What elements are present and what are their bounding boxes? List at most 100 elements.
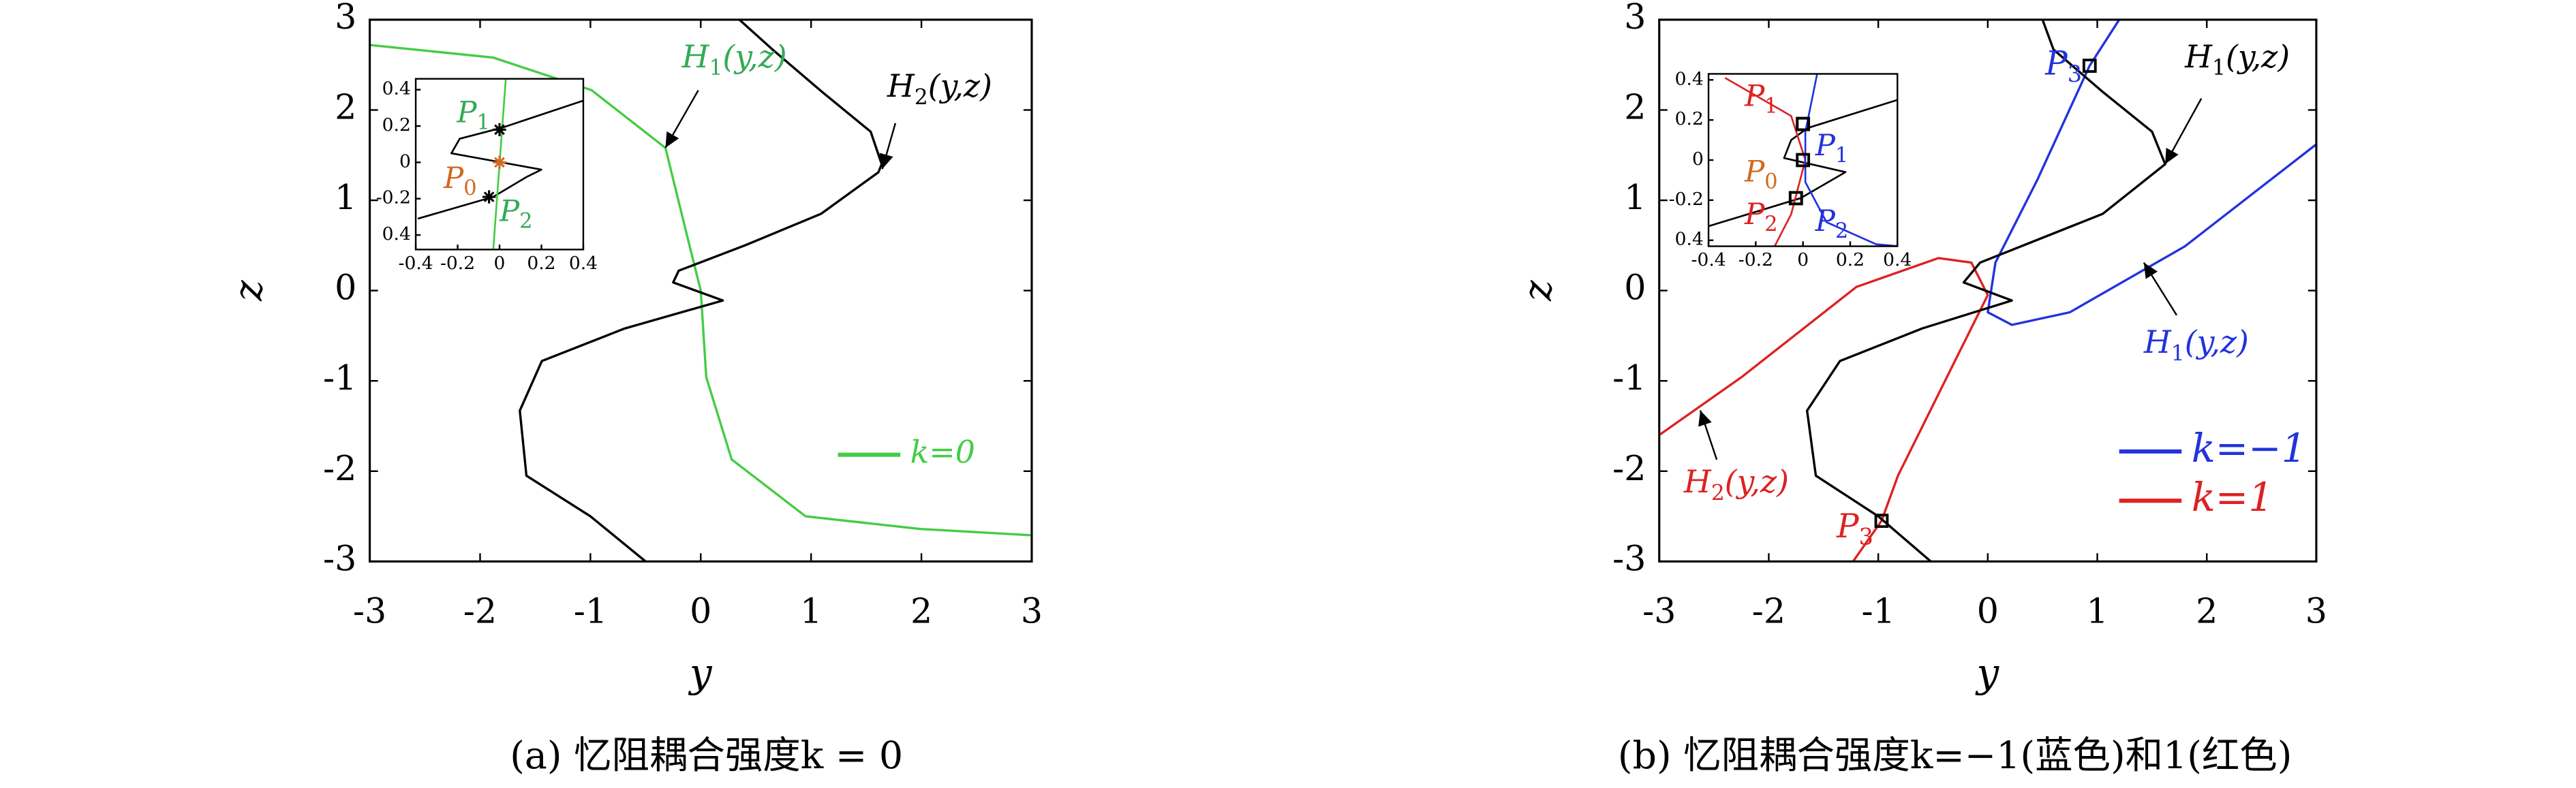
y-tick-label: -2 xyxy=(323,448,356,488)
plot-frame xyxy=(369,18,1033,563)
text-part: (y,z) xyxy=(2185,324,2249,360)
arrow-head xyxy=(665,131,679,148)
curve xyxy=(1659,257,1989,562)
y-tick-label: 3 xyxy=(335,0,356,37)
point-label: P2 xyxy=(1744,198,1778,236)
x-tick-label: 3 xyxy=(2305,590,2327,631)
point-label: P2 xyxy=(1815,204,1849,243)
x-tick-label: -2 xyxy=(463,590,497,631)
text-part: 2 xyxy=(1764,212,1777,236)
inset-x-tick-label: 0.4 xyxy=(1883,249,1912,270)
arrow-head xyxy=(879,153,893,170)
inset-x-tick-label: -0.4 xyxy=(1691,249,1726,270)
text-part: P xyxy=(1815,129,1836,163)
text-part: P xyxy=(443,161,464,195)
x-axis-label: y xyxy=(688,650,713,696)
y-tick-label: 1 xyxy=(335,177,356,217)
curve xyxy=(1806,19,2166,562)
legend-label: k=1 xyxy=(2192,474,2273,520)
text-part: 1 xyxy=(2171,341,2185,366)
inset-y-tick-label: 0 xyxy=(1692,148,1704,170)
inset-y-tick-label: -0.2 xyxy=(376,187,411,208)
text-part: 3 xyxy=(2068,61,2082,87)
curve xyxy=(1804,74,1898,247)
annotation: H1(y,z) xyxy=(2184,38,2290,80)
text-part: P xyxy=(499,194,520,228)
caption: (a) 忆阻耦合强度k = 0 xyxy=(510,734,903,778)
text-part: (y,z) xyxy=(1725,463,1789,500)
text-part: 2 xyxy=(519,209,532,233)
text-part: 2 xyxy=(1711,481,1725,505)
inset-y-tick-label: -0.2 xyxy=(1669,189,1704,210)
point-marker xyxy=(2082,59,2097,73)
inset-x-tick-label: 0.2 xyxy=(527,253,555,274)
x-tick-label: -1 xyxy=(1861,590,1895,631)
point-label: P1 xyxy=(456,96,490,135)
text-part: P xyxy=(1836,507,1860,546)
text-part: 0 xyxy=(463,176,476,200)
text-part: H xyxy=(1683,463,1712,500)
point-label: P3 xyxy=(2044,44,2082,87)
y-axis-label: z xyxy=(225,280,271,302)
inset-x-tick-label: 0 xyxy=(1797,249,1809,270)
inset-y-tick-label: 0.4 xyxy=(382,78,411,99)
text-part: 0 xyxy=(1764,170,1777,194)
point-label: P1 xyxy=(1744,80,1778,119)
x-tick-label: -3 xyxy=(1642,590,1676,631)
annotation: H1(y,z) xyxy=(681,38,787,80)
inset-x-tick-label: -0.4 xyxy=(399,253,433,274)
curve xyxy=(519,19,883,562)
x-tick-label: 0 xyxy=(690,590,711,631)
inset-x-tick-label: -0.2 xyxy=(1738,249,1773,270)
text-part: P xyxy=(456,96,477,130)
inset-y-tick-label: 0.2 xyxy=(1675,108,1704,129)
y-tick-label: -1 xyxy=(323,358,356,398)
inset-y-tick-label: 0.4 xyxy=(1675,68,1704,89)
text-part: H xyxy=(887,67,915,104)
inset-x-tick-label: 0.2 xyxy=(1836,249,1865,270)
y-tick-label: -1 xyxy=(1612,358,1646,398)
legend-label: k=−1 xyxy=(2192,425,2307,471)
caption: (b) 忆阻耦合强度k=−1(蓝色)和1(红色) xyxy=(1618,734,2292,778)
annotation: H2(y,z) xyxy=(1683,463,1789,505)
x-tick-label: -3 xyxy=(353,590,386,631)
point-marker xyxy=(493,123,506,137)
y-tick-label: 2 xyxy=(1624,86,1646,127)
x-tick-label: 1 xyxy=(800,590,822,631)
inset-y-tick-label: 0 xyxy=(399,151,411,172)
arrow-head xyxy=(1698,410,1712,427)
text-part: (y,z) xyxy=(2226,38,2290,75)
inset-background xyxy=(1708,74,1898,247)
point-marker xyxy=(1796,116,1811,131)
legend-label: k=0 xyxy=(910,434,975,471)
y-tick-label: -3 xyxy=(323,538,356,578)
y-axis-label: z xyxy=(1514,280,1561,302)
text-part: 1 xyxy=(2212,56,2226,80)
y-tick-label: 1 xyxy=(1624,177,1646,217)
text-part: 2 xyxy=(915,85,928,110)
text-part: 1 xyxy=(709,56,722,80)
point-label: P3 xyxy=(1836,507,1873,550)
text-part: H xyxy=(2143,324,2172,360)
y-tick-label: 0 xyxy=(335,268,356,308)
text-part: P xyxy=(1744,155,1765,189)
x-tick-label: 3 xyxy=(1021,590,1043,631)
x-tick-label: 2 xyxy=(2196,590,2218,631)
point-label: P1 xyxy=(1815,129,1849,168)
point-marker xyxy=(1788,191,1803,206)
point-marker xyxy=(482,190,496,204)
text-part: (y,z) xyxy=(928,67,992,104)
text-part: P xyxy=(1744,80,1765,114)
annotation: H2(y,z) xyxy=(887,67,992,110)
inset-x-tick-label: -0.2 xyxy=(440,253,475,274)
point-marker xyxy=(1874,514,1889,529)
text-part: 3 xyxy=(1859,524,1873,550)
inset-x-tick-label: 0.4 xyxy=(569,253,598,274)
inset-x-tick-label: 0 xyxy=(494,253,506,274)
x-tick-label: 1 xyxy=(2086,590,2108,631)
point-label: P0 xyxy=(443,161,477,200)
arrow-head xyxy=(2143,262,2158,279)
text-part: 1 xyxy=(477,111,490,135)
x-tick-label: -1 xyxy=(574,590,607,631)
